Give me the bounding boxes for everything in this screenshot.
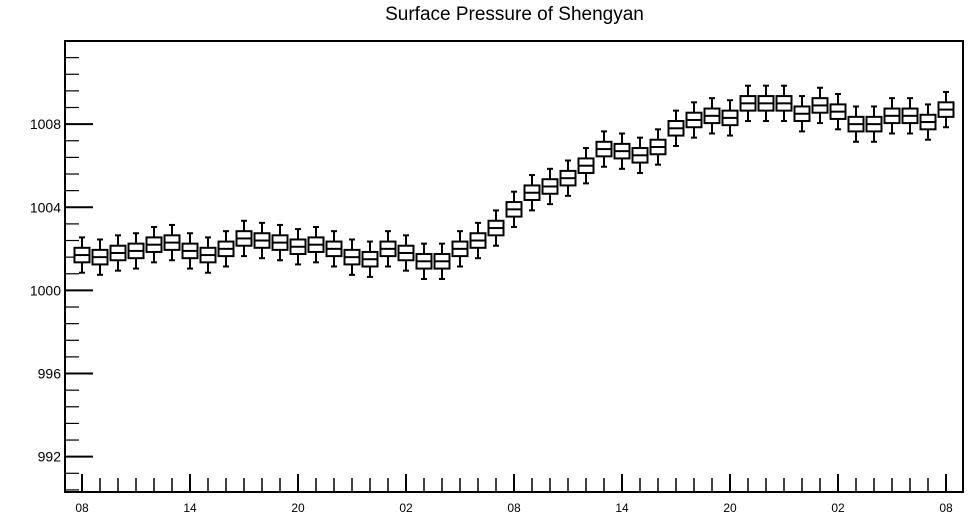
x-tick-label: 14 <box>183 501 197 515</box>
x-tick-label: 08 <box>507 501 521 515</box>
box-item <box>289 228 307 266</box>
box-item <box>361 240 379 278</box>
box-item <box>343 238 361 276</box>
box-item <box>883 97 901 135</box>
box-item <box>505 190 523 229</box>
box-item <box>865 105 883 143</box>
x-axis: 08 14 20 02 08 14 20 02 08 <box>75 474 953 515</box>
box-item <box>631 136 649 174</box>
box-item <box>487 209 505 247</box>
y-axis: 992 996 1000 1004 1008 <box>30 40 93 491</box>
box-item <box>199 236 217 274</box>
box-item <box>649 128 667 166</box>
box-item <box>73 236 91 274</box>
box-item <box>397 234 415 272</box>
box-item <box>739 84 757 123</box>
y-tick-label: 996 <box>38 366 62 382</box>
box-item <box>757 84 775 123</box>
x-tick-label: 08 <box>75 501 89 515</box>
x-tick-label: 20 <box>723 501 737 515</box>
box-item <box>253 221 271 260</box>
y-tick-label: 1000 <box>30 282 61 298</box>
x-tick-label: 08 <box>939 501 953 515</box>
box-item <box>379 230 397 268</box>
box-item <box>667 109 685 147</box>
x-tick-label: 14 <box>615 501 629 515</box>
box-series <box>73 84 955 280</box>
x-tick-label: 20 <box>291 501 305 515</box>
box-item <box>595 130 613 168</box>
box-item <box>325 230 343 268</box>
box-item <box>775 84 793 123</box>
box-item <box>163 223 181 262</box>
box-item <box>217 230 235 268</box>
box-item <box>559 159 577 197</box>
box-item <box>937 90 955 129</box>
chart-title: Surface Pressure of Shengyan <box>385 4 644 25</box>
box-item <box>469 221 487 260</box>
y-tick-label: 1004 <box>30 199 61 215</box>
box-item <box>703 97 721 135</box>
box-item <box>307 226 325 264</box>
box-item <box>235 219 253 258</box>
box-item <box>901 97 919 135</box>
box-item <box>721 99 739 137</box>
y-tick-label: 1008 <box>30 116 61 132</box>
box-item <box>91 238 109 276</box>
box-item <box>577 147 595 185</box>
box-item <box>919 103 937 141</box>
box-item <box>613 132 631 170</box>
box-item <box>109 234 127 272</box>
box-item <box>415 242 433 280</box>
box-item <box>829 92 847 131</box>
box-item <box>451 230 469 268</box>
box-item <box>811 86 829 125</box>
box-item <box>523 174 541 212</box>
x-tick-label: 02 <box>399 501 413 515</box>
box-item <box>685 101 703 139</box>
x-tick-label: 02 <box>831 501 845 515</box>
box-item <box>181 232 199 270</box>
box-item <box>541 167 559 206</box>
box-item <box>847 105 865 143</box>
box-item <box>127 232 145 270</box>
box-item <box>271 223 289 262</box>
box-item <box>145 226 163 264</box>
box-item <box>433 242 451 280</box>
box-item <box>793 95 811 133</box>
y-tick-label: 992 <box>38 449 62 465</box>
